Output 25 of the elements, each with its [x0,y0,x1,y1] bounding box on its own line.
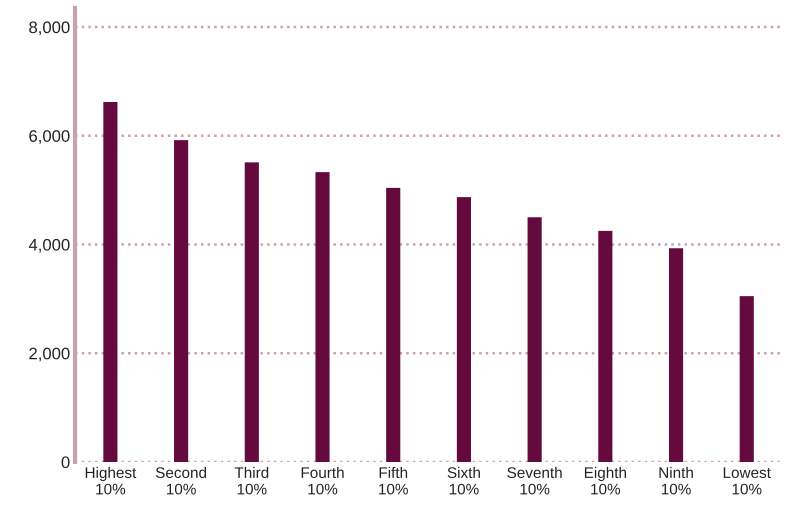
bar [315,172,330,462]
bar [103,102,118,462]
y-tick-label: 2,000 [29,348,70,362]
y-tick-label: 0 [62,456,70,468]
bar [668,248,684,462]
x-tick-label: Sixth 10% [448,466,480,495]
bar [174,140,188,462]
x-tick-label: Second 10% [156,466,206,495]
y-tick-label: 8,000 [29,21,70,36]
y-tick-label: 4,000 [28,238,70,253]
bar [456,197,471,462]
bar [598,230,612,462]
x-tick-label: Lowest 10% [724,467,771,495]
bar [244,162,259,462]
x-tick-label: Seventh 10% [507,466,562,495]
x-tick-label: Eighth 10% [584,466,626,495]
x-tick-label: Highest 10% [86,466,136,495]
x-tick-label: Fourth 10% [302,466,344,495]
x-tick-label: Ninth 10% [659,466,693,495]
x-tick-label: Third 10% [234,466,268,495]
x-tick-label: Fifth 10% [379,466,408,495]
bar [740,296,754,462]
bar [528,217,542,462]
y-tick-label: 6,000 [29,130,70,144]
bar [386,188,400,462]
